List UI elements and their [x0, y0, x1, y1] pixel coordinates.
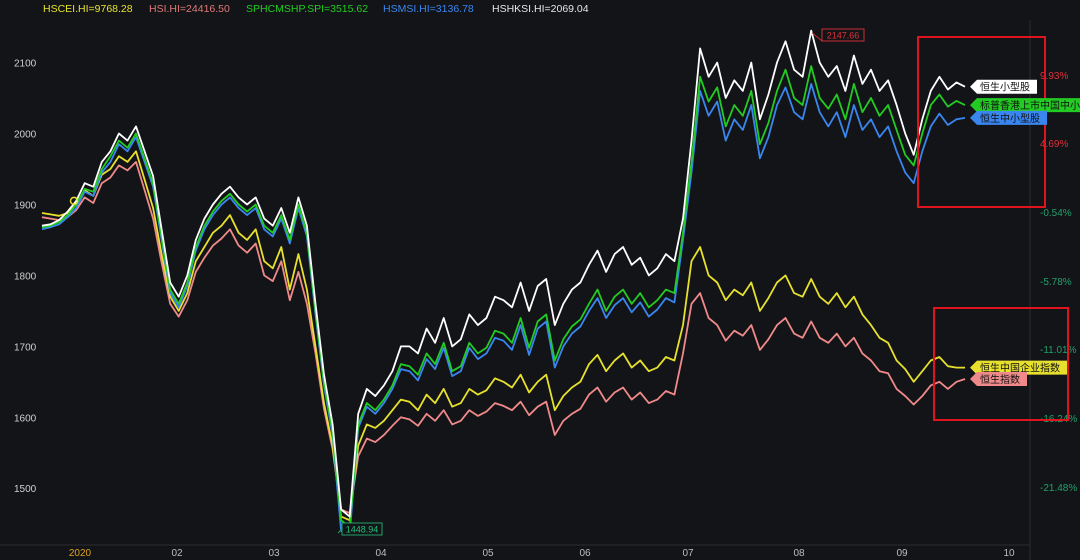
legend-hsmsi: HSMSI.HI=3136.78 — [383, 3, 474, 15]
min-marker-label: 1448.94 — [346, 525, 379, 535]
max-marker-leader — [811, 32, 823, 42]
y-tick-label: 1500 — [14, 484, 37, 495]
y-tick-label: 1800 — [14, 271, 37, 282]
end-label-flag — [970, 371, 1027, 386]
x-tick-label: 02 — [171, 548, 183, 559]
end-label-text: 恒生小型股 — [980, 81, 1030, 94]
x-tick-label: 07 — [682, 548, 694, 559]
series-line-hsi-hi — [41, 161, 966, 514]
min-marker-leader — [337, 528, 343, 534]
x-tick-label: 04 — [375, 548, 387, 559]
x-tick-label: 06 — [579, 548, 591, 559]
x-tick-label: 2020 — [69, 548, 92, 559]
highlight-box-lower — [933, 307, 1069, 421]
series-line-sphcmshp-spi — [41, 65, 966, 529]
series-line-hscei-hi — [41, 150, 965, 522]
pct-tick-label: -11.01% — [1040, 345, 1077, 356]
x-tick-label: 09 — [896, 548, 908, 559]
legend-sphcmshp: SPHCMSHP.SPI=3515.62 — [246, 3, 369, 15]
series-line-hshksi-hi — [41, 29, 966, 518]
pct-tick-label: -21.48% — [1040, 483, 1077, 494]
end-label-text: 恒生中国企业指数 — [980, 362, 1060, 375]
y-tick-label: 2100 — [14, 59, 37, 70]
x-tick-label: 05 — [482, 548, 494, 559]
end-label-flag — [970, 79, 1037, 94]
max-marker-box — [821, 28, 865, 42]
x-tick-label: 10 — [1003, 548, 1015, 559]
end-label-flag — [970, 360, 1067, 375]
pct-tick-label: -5.78% — [1040, 277, 1072, 288]
legend-hscei: HSCEI.HI=9768.28 — [43, 3, 133, 15]
pct-tick-label: 9.93% — [1040, 71, 1068, 82]
y-tick-label: 1600 — [14, 413, 37, 424]
x-tick-label: 08 — [793, 548, 805, 559]
pct-tick-label: -0.54% — [1040, 208, 1072, 219]
end-label-flag — [970, 110, 1047, 125]
legend-hsi: HSI.HI=24416.50 — [149, 3, 230, 15]
end-label-text: 恒生指数 — [980, 373, 1020, 386]
y-tick-label: 1700 — [14, 342, 37, 353]
end-label-text: 恒生中小型股 — [980, 112, 1040, 125]
start-marker — [69, 196, 79, 206]
pct-tick-label: 4.69% — [1040, 139, 1068, 150]
max-marker-label: 2147.66 — [827, 31, 860, 41]
end-label-text: 标普香港上市中国中小盘 — [980, 99, 1080, 112]
x-tick-label: 03 — [268, 548, 280, 559]
y-tick-label: 2000 — [14, 130, 37, 141]
end-label-flag — [970, 98, 1080, 113]
y-tick-label: 1900 — [14, 200, 37, 211]
legend-hshksi: HSHKSI.HI=2069.04 — [492, 3, 589, 15]
